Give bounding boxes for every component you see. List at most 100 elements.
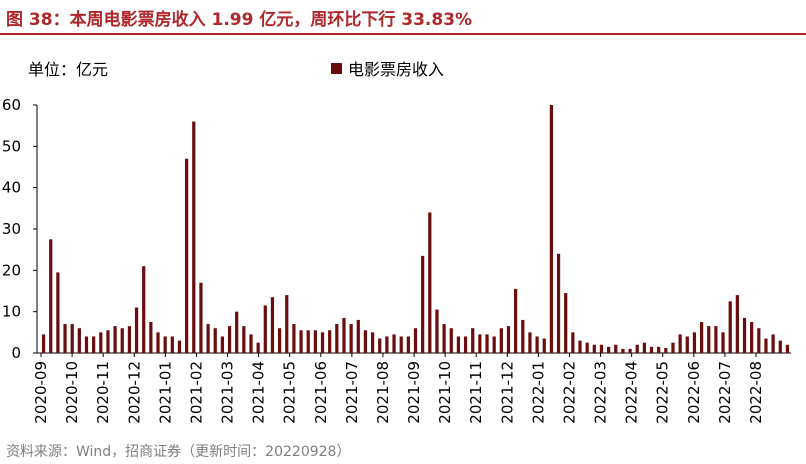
bar — [220, 336, 224, 353]
bar — [435, 309, 439, 353]
bar — [721, 332, 725, 353]
bar — [84, 336, 89, 353]
bar — [342, 317, 346, 353]
bar — [385, 336, 389, 353]
bar — [592, 344, 596, 353]
x-tick-label: 2022-04 — [623, 361, 641, 424]
bar — [664, 348, 668, 353]
bar — [499, 328, 503, 353]
bar — [750, 322, 754, 353]
legend-swatch — [331, 62, 342, 74]
bar — [192, 121, 196, 353]
bar — [728, 301, 732, 353]
bar — [535, 336, 539, 353]
bar — [77, 328, 81, 353]
bar — [278, 328, 282, 353]
bar — [320, 332, 325, 353]
x-tick-label: 2021-09 — [405, 361, 423, 424]
y-tick-label: 30 — [2, 220, 21, 238]
source-note: 资料来源：Wind，招商证券（更新时间：20220928） — [6, 444, 351, 460]
x-tick-label: 2021-01 — [156, 361, 174, 424]
x-tick-label: 2020-11 — [94, 361, 112, 424]
bar — [285, 295, 289, 353]
bar — [456, 336, 461, 353]
x-tick-label: 2021-10 — [436, 361, 454, 424]
bar — [249, 334, 253, 353]
bar — [564, 293, 568, 353]
x-tick-label: 2021-03 — [219, 361, 237, 424]
bar — [649, 346, 654, 353]
bar — [177, 340, 182, 353]
bar — [170, 336, 174, 353]
bar — [614, 344, 618, 353]
bar — [599, 344, 604, 353]
bar — [678, 334, 682, 353]
bar — [506, 326, 511, 353]
bar — [56, 272, 60, 353]
y-tick-label: 0 — [11, 344, 21, 362]
bar — [134, 307, 139, 353]
bar — [256, 342, 260, 353]
legend-label: 电影票房收入 — [348, 60, 445, 79]
bar — [578, 340, 582, 353]
bar — [485, 334, 489, 353]
bar — [213, 328, 217, 353]
x-tick-label: 2021-12 — [498, 361, 516, 424]
bar — [328, 330, 332, 353]
bar — [199, 282, 203, 353]
figure-title: 图 38：本周电影票房收入 1.99 亿元，周环比下行 33.83% — [6, 10, 473, 30]
bar — [399, 336, 403, 353]
bar — [549, 105, 554, 353]
x-tick-label: 2022-02 — [561, 361, 579, 424]
bar — [621, 348, 625, 353]
bar — [49, 239, 53, 353]
x-tick-label: 2022-03 — [592, 361, 610, 424]
x-tick-label: 2021-11 — [467, 361, 485, 424]
bar — [742, 317, 747, 353]
bar — [142, 266, 146, 353]
x-tick-label: 2020-12 — [125, 361, 143, 424]
bar — [671, 342, 675, 353]
bar — [707, 326, 711, 353]
bar — [492, 336, 496, 353]
x-tick-label: 2021-04 — [250, 361, 268, 424]
bar — [521, 319, 525, 353]
x-tick-label: 2020-10 — [63, 361, 81, 424]
bar — [335, 324, 339, 353]
x-tick-label: 2021-06 — [312, 361, 330, 424]
bar — [156, 332, 160, 353]
bar — [242, 326, 246, 353]
bar — [778, 340, 782, 353]
bar — [406, 336, 410, 353]
x-tick-label: 2021-02 — [187, 361, 205, 424]
bar — [149, 322, 153, 353]
y-tick-label: 10 — [2, 303, 21, 321]
bar — [349, 324, 353, 353]
title-rule — [0, 33, 806, 35]
x-tick-label: 2022-07 — [716, 361, 734, 424]
bar — [657, 346, 661, 353]
bar — [771, 334, 775, 353]
y-tick-label: 60 — [2, 96, 21, 114]
bar — [571, 332, 575, 353]
bar — [685, 336, 689, 353]
x-tick-label: 2022-01 — [529, 361, 547, 424]
bar — [585, 342, 589, 353]
y-tick-label: 50 — [2, 137, 21, 155]
bar — [764, 338, 768, 353]
bar — [370, 332, 375, 353]
bar — [392, 334, 396, 353]
bar — [442, 324, 446, 353]
bar — [206, 324, 210, 353]
x-tick-label: 2020-09 — [32, 361, 50, 424]
bar — [313, 330, 317, 353]
bar — [299, 330, 303, 353]
bar — [514, 288, 518, 353]
bar — [757, 328, 761, 353]
bar — [99, 332, 103, 353]
bar — [642, 342, 646, 353]
bar — [714, 326, 718, 353]
x-tick-label: 2021-08 — [374, 361, 392, 424]
bar — [106, 330, 110, 353]
unit-label: 单位：亿元 — [28, 60, 109, 79]
